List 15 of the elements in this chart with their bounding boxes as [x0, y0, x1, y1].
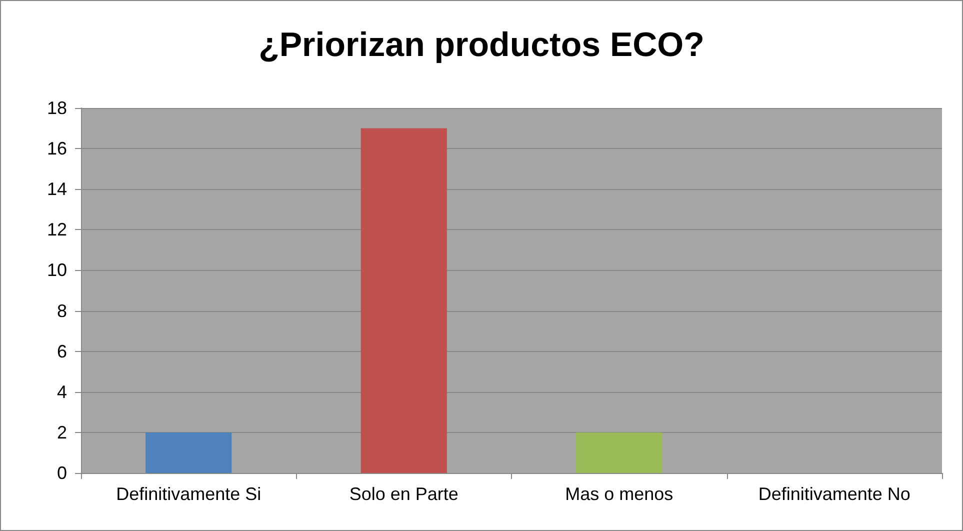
x-tick-label: Mas o menos — [565, 484, 674, 504]
y-tick-label: 8 — [56, 300, 67, 321]
x-tick-label: Definitivamente No — [758, 484, 910, 504]
y-tick-label: 14 — [46, 179, 67, 200]
chart-title: ¿Priorizan productos ECO? — [258, 26, 704, 64]
y-tick-label: 18 — [46, 98, 67, 118]
y-tick-label: 12 — [46, 220, 67, 240]
y-tick-label: 4 — [56, 382, 67, 402]
x-tick-label: Definitivamente Si — [116, 484, 262, 504]
y-tick-label: 2 — [56, 422, 67, 442]
y-tick-label: 10 — [46, 260, 67, 280]
y-tick-label: 16 — [46, 138, 67, 159]
y-tick-label: 6 — [56, 341, 67, 362]
y-tick-label: 0 — [56, 463, 67, 483]
x-tick-label: Solo en Parte — [349, 484, 458, 504]
